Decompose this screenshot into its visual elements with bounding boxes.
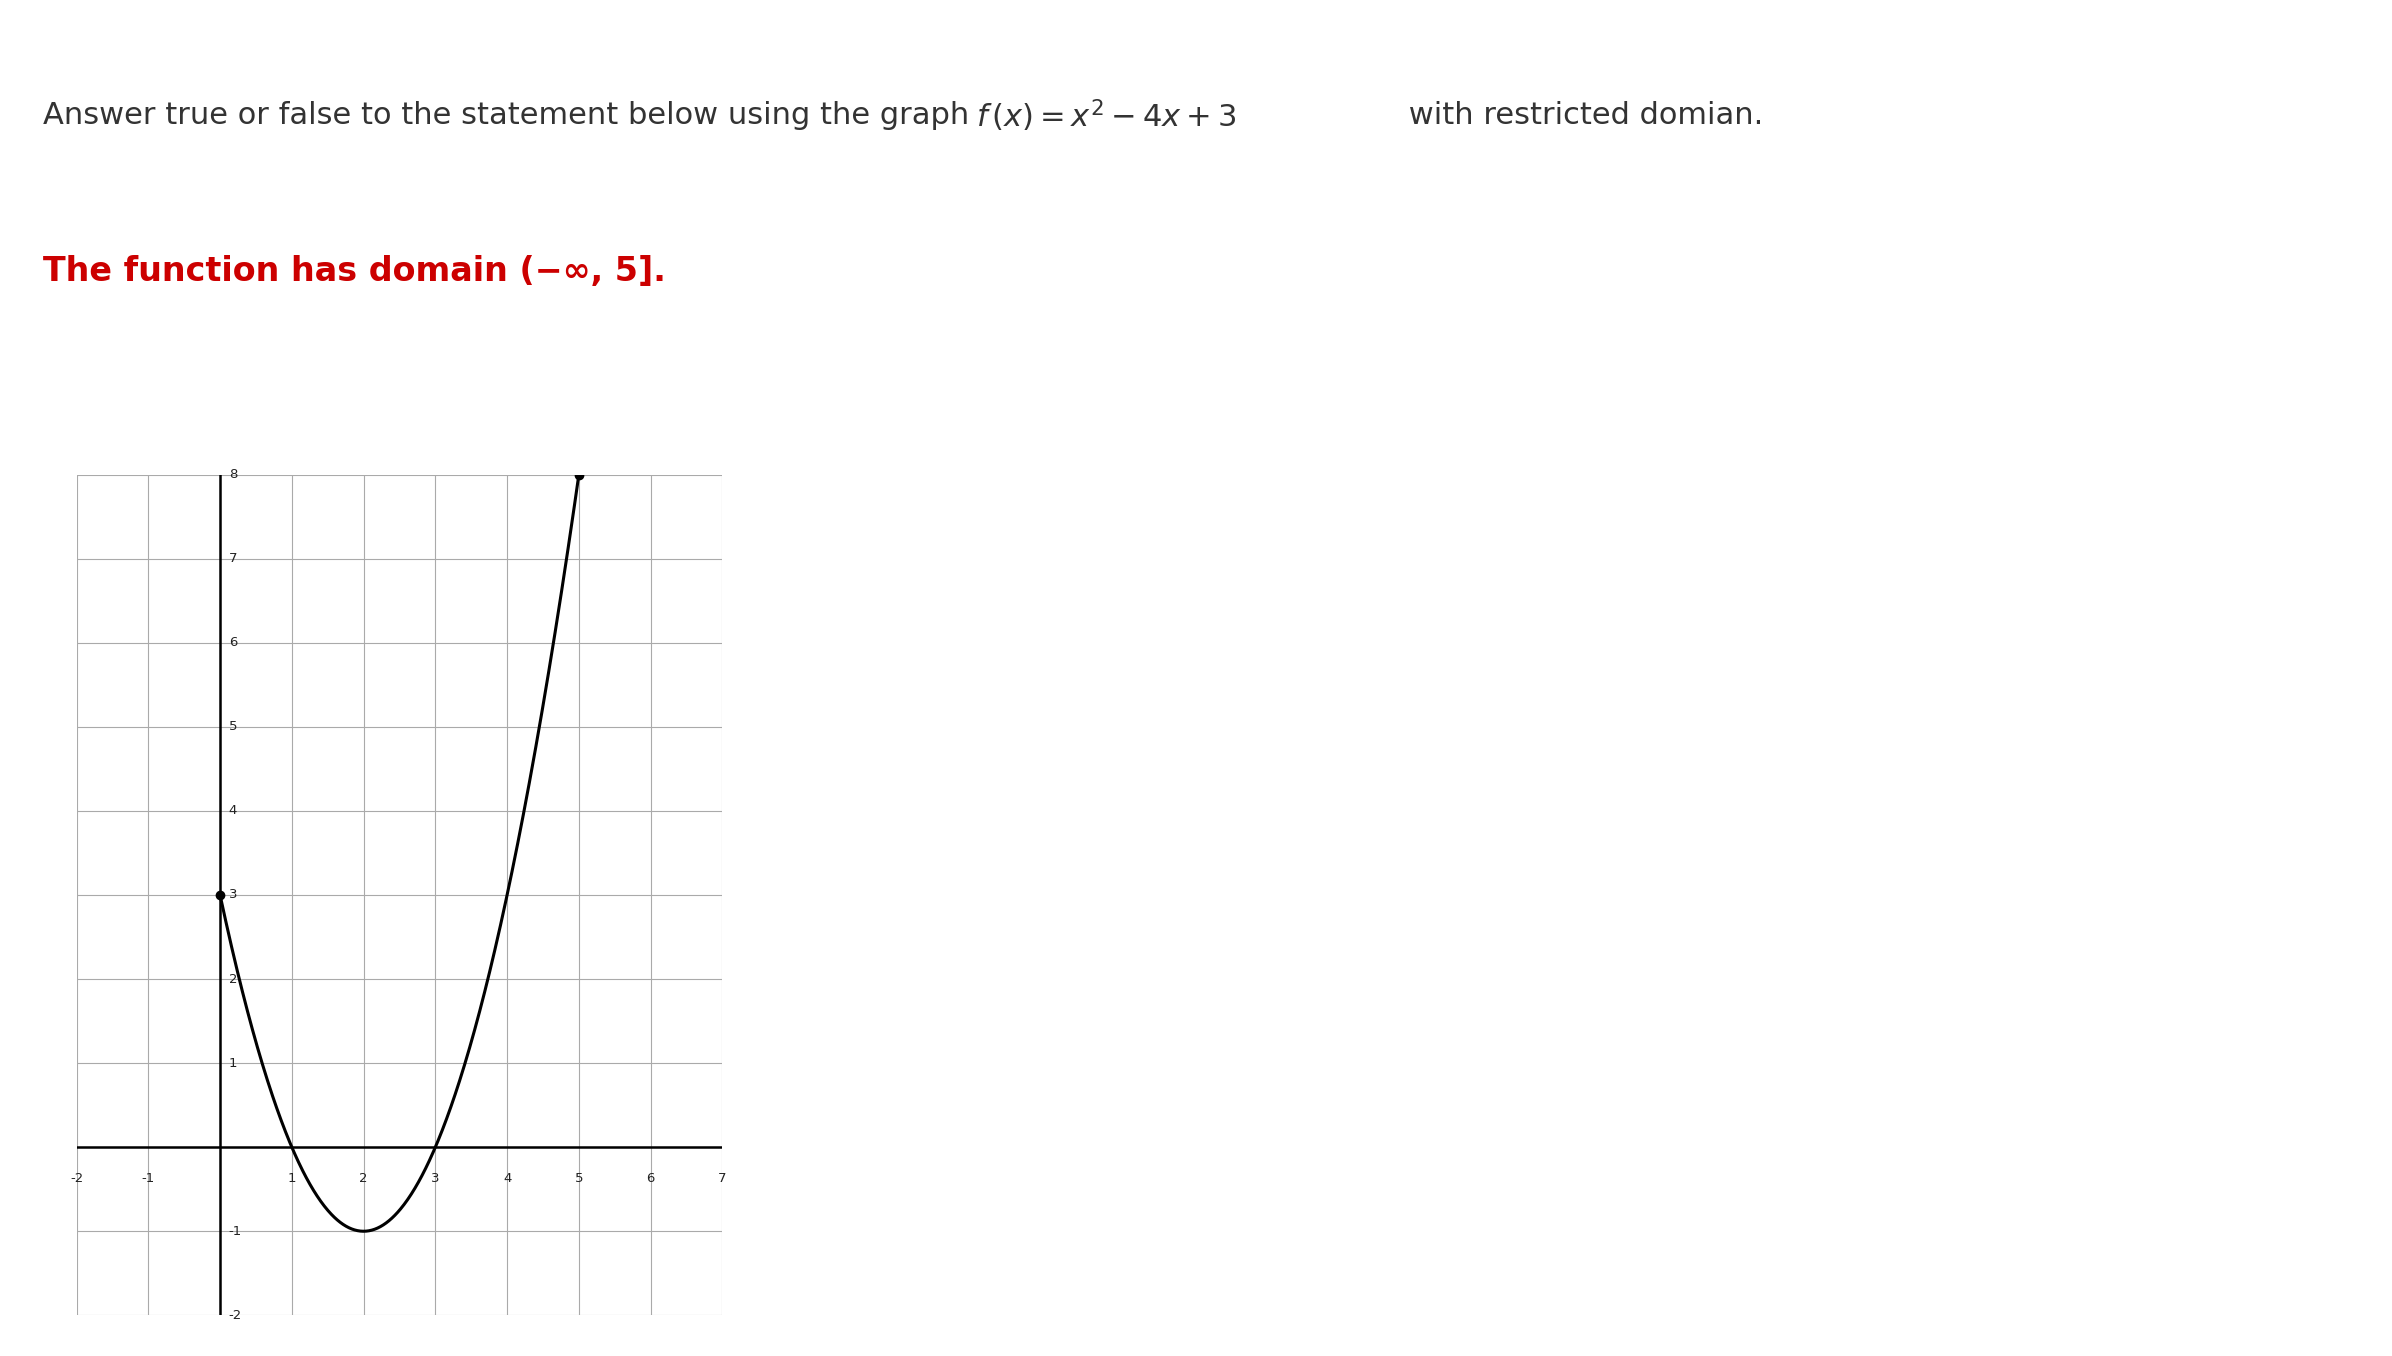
- Text: 1: 1: [230, 1056, 237, 1070]
- Text: $f\,(x)=x^2-4x+3$: $f\,(x)=x^2-4x+3$: [976, 98, 1237, 133]
- Text: -2: -2: [230, 1309, 242, 1322]
- Text: 5: 5: [574, 1173, 584, 1185]
- Text: with restricted domian.: with restricted domian.: [1399, 100, 1763, 130]
- Text: 5: 5: [230, 720, 237, 734]
- Text: 2: 2: [230, 972, 237, 986]
- Text: 8: 8: [230, 468, 237, 481]
- Text: 6: 6: [230, 636, 237, 650]
- Text: 2: 2: [359, 1173, 368, 1185]
- Text: -1: -1: [141, 1173, 155, 1185]
- Text: 4: 4: [230, 804, 237, 818]
- Text: 7: 7: [230, 552, 237, 565]
- Text: 6: 6: [646, 1173, 655, 1185]
- Text: -1: -1: [230, 1224, 242, 1238]
- Text: Answer true or false to the statement below using the graph: Answer true or false to the statement be…: [43, 100, 978, 130]
- Text: 3: 3: [230, 888, 237, 902]
- Text: The function has domain (−∞, 5].: The function has domain (−∞, 5].: [43, 255, 665, 287]
- Text: 1: 1: [287, 1173, 297, 1185]
- Text: -2: -2: [69, 1173, 84, 1185]
- Text: 4: 4: [502, 1173, 512, 1185]
- Text: 7: 7: [718, 1173, 727, 1185]
- Text: 3: 3: [431, 1173, 440, 1185]
